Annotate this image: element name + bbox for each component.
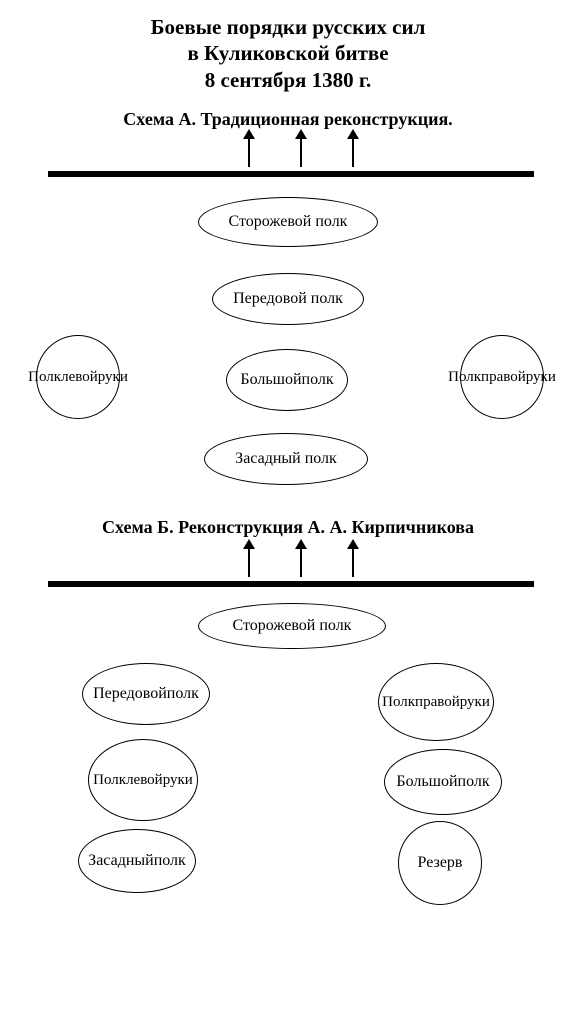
title-line-3: 8 сентября 1380 г.: [0, 67, 576, 93]
schema-a-front-line: [48, 171, 534, 177]
schema-b-node-4-line-1: Полк: [93, 772, 126, 789]
schema-b-node-4-line-2: левой: [126, 772, 163, 789]
title-line-2: в Куликовской битве: [0, 40, 576, 66]
schema-a-node-6: Засадный полк: [204, 433, 368, 485]
schema-b-arrow-2: [300, 547, 302, 577]
schema-b-node-2-line-1: Передовой: [93, 685, 167, 703]
schema-b-node-5: Большойполк: [384, 749, 502, 815]
schema-a-arrow-3: [352, 137, 354, 167]
schema-b-node-5-line-2: полк: [458, 773, 490, 791]
diagram-a: Схема А. Традиционная реконструкция. Стор…: [0, 109, 576, 509]
schema-b-node-1: Сторожевой полк: [198, 603, 386, 649]
schema-a-node-4-line-3: руки: [98, 369, 128, 386]
schema-b-node-3-line-2: правой: [415, 694, 460, 711]
schema-a-node-3: Большойполк: [226, 349, 348, 411]
schema-b-node-7-line-1: Резерв: [418, 854, 463, 872]
schema-a-node-4-line-2: левой: [61, 369, 98, 386]
schema-b-node-3-line-1: Полк: [382, 694, 415, 711]
schema-b-node-3-line-3: руки: [460, 694, 490, 711]
schema-a-node-1: Сторожевой полк: [198, 197, 378, 247]
schema-b-node-4-line-3: руки: [163, 772, 193, 789]
schema-b-node-6-line-1: Засадный: [88, 852, 154, 870]
schema-a-node-5-line-2: правой: [481, 369, 526, 386]
schema-a-node-2-line-1: Передовой полк: [233, 290, 343, 308]
schema-a-subtitle: Схема А. Традиционная реконструкция.: [0, 109, 576, 130]
schema-a-node-1-line-1: Сторожевой полк: [229, 213, 348, 231]
schema-b-arrow-1: [248, 547, 250, 577]
schema-b-node-6: Засадныйполк: [78, 829, 196, 893]
diagram-b: Схема Б. Реконструкция А. А. Кирпичников…: [0, 517, 576, 937]
schema-b-front-line: [48, 581, 534, 587]
schema-b-node-7: Резерв: [398, 821, 482, 905]
schema-a-arrow-1: [248, 137, 250, 167]
schema-a-node-3-line-2: полк: [302, 371, 334, 389]
schema-a-node-4: Полклевойруки: [36, 335, 120, 419]
schema-a-node-3-line-1: Большой: [240, 371, 301, 389]
schema-b-node-5-line-1: Большой: [396, 773, 457, 791]
schema-a-node-5: Полкправойруки: [460, 335, 544, 419]
schema-a-node-5-line-1: Полк: [448, 369, 481, 386]
schema-b-node-2-line-2: полк: [167, 685, 199, 703]
schema-b-node-2: Передовойполк: [82, 663, 210, 725]
schema-b-node-4: Полклевойруки: [88, 739, 198, 821]
schema-b-node-1-line-1: Сторожевой полк: [233, 617, 352, 635]
schema-a-node-4-line-1: Полк: [28, 369, 61, 386]
schema-b-subtitle: Схема Б. Реконструкция А. А. Кирпичников…: [0, 517, 576, 538]
title-line-1: Боевые порядки русских сил: [0, 14, 576, 40]
schema-a-node-5-line-3: руки: [526, 369, 556, 386]
schema-a-node-2: Передовой полк: [212, 273, 364, 325]
schema-b-arrow-3: [352, 547, 354, 577]
schema-b-node-6-line-2: полк: [154, 852, 186, 870]
main-title: Боевые порядки русских сил в Куликовской…: [0, 0, 576, 93]
schema-a-node-6-line-1: Засадный полк: [235, 450, 337, 468]
schema-b-node-3: Полкправойруки: [378, 663, 494, 741]
schema-a-arrow-2: [300, 137, 302, 167]
